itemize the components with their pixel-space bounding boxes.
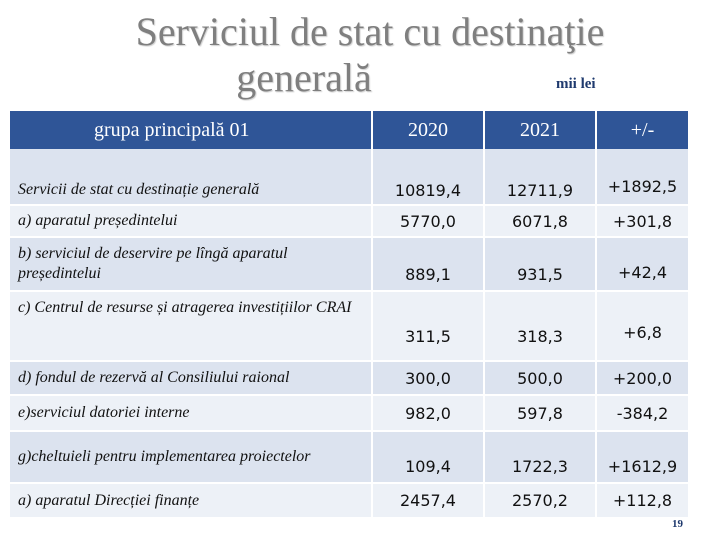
value-2021: 597,8 — [484, 394, 597, 431]
table-row: c) Centrul de resurse și atragerea inves… — [10, 290, 688, 361]
value-diff: +301,8 — [596, 204, 688, 237]
table-row: a) aparatul Direcției finanțe 2457,4 257… — [10, 482, 688, 517]
page-title-line2: generală — [236, 55, 372, 100]
unit-label: mii lei — [556, 76, 596, 92]
value-2021: 12711,9 — [484, 149, 597, 205]
row-label: Servicii de stat cu destinație generală — [10, 149, 373, 205]
row-label: a) aparatul Direcției finanțe — [10, 482, 373, 517]
header-2020: 2020 — [372, 111, 485, 149]
table-row: b) serviciul de deservire pe lîngă apara… — [10, 236, 688, 291]
row-label: b) serviciul de deservire pe lîngă apara… — [10, 236, 373, 291]
value-2021: 500,0 — [484, 360, 597, 395]
value-diff: -384,2 — [596, 394, 688, 431]
table-row: Servicii de stat cu destinație generală … — [10, 149, 688, 205]
header-2021: 2021 — [484, 111, 597, 149]
row-label: a) aparatul președintelui — [10, 204, 373, 237]
page-number: 19 — [672, 518, 683, 530]
row-label: c) Centrul de resurse și atragerea inves… — [10, 290, 373, 361]
value-2020: 982,0 — [372, 394, 485, 431]
value-2020: 2457,4 — [372, 482, 485, 517]
table-row: g)cheltuieli pentru implementarea proiec… — [10, 430, 688, 483]
table-row: d) fondul de rezervă al Consiliului raio… — [10, 360, 688, 395]
row-label: d) fondul de rezervă al Consiliului raio… — [10, 360, 373, 395]
value-diff: +1612,9 — [596, 430, 688, 483]
row-label: e)serviciul datoriei interne — [10, 394, 373, 431]
header-group: grupa principală 01 — [10, 111, 373, 149]
value-2020: 5770,0 — [372, 204, 485, 237]
value-2020: 311,5 — [372, 290, 485, 361]
value-2021: 318,3 — [484, 290, 597, 361]
budget-table: grupa principală 01 2020 2021 +/- Servic… — [10, 111, 688, 517]
value-2021: 6071,8 — [484, 204, 597, 237]
value-2021: 2570,2 — [484, 482, 597, 517]
header-diff: +/- — [596, 111, 688, 149]
value-2020: 300,0 — [372, 360, 485, 395]
value-diff: +42,4 — [596, 236, 688, 291]
table-row: a) aparatul președintelui 5770,0 6071,8 … — [10, 204, 688, 237]
page-title-line1: Serviciul de stat cu destinaţie — [135, 9, 605, 54]
value-2020: 889,1 — [372, 236, 485, 291]
value-2021: 931,5 — [484, 236, 597, 291]
value-2021: 1722,3 — [484, 430, 597, 483]
value-2020: 10819,4 — [372, 149, 485, 205]
value-diff: +1892,5 — [596, 149, 688, 205]
value-diff: +6,8 — [596, 290, 688, 361]
value-diff: +112,8 — [596, 482, 688, 517]
table-row: e)serviciul datoriei interne 982,0 597,8… — [10, 394, 688, 431]
row-label: g)cheltuieli pentru implementarea proiec… — [10, 430, 373, 483]
value-diff: +200,0 — [596, 360, 688, 395]
table-header-row: grupa principală 01 2020 2021 +/- — [10, 111, 688, 149]
value-2020: 109,4 — [372, 430, 485, 483]
